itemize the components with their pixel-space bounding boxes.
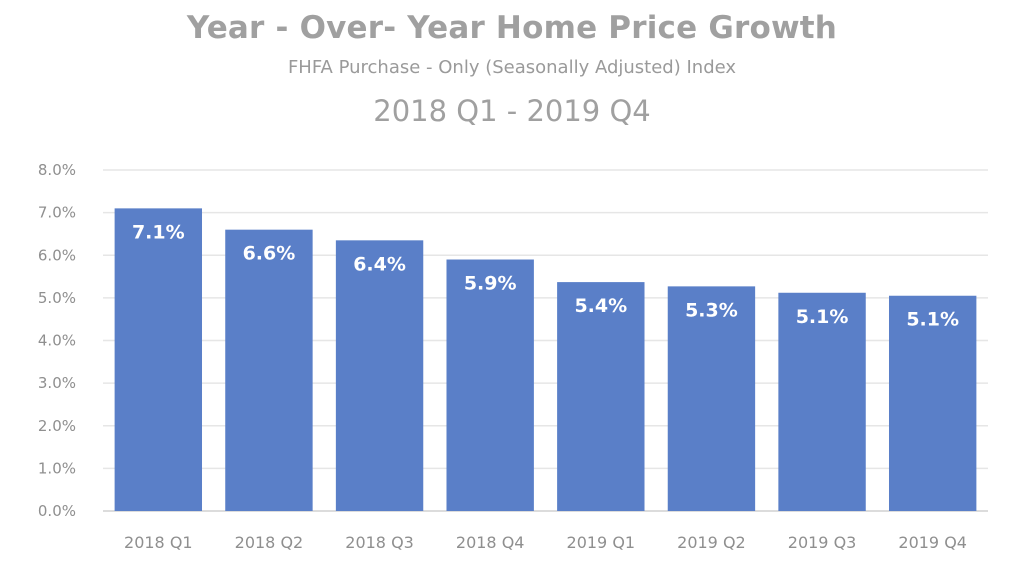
bar-value-label: 5.4% [574, 295, 627, 317]
x-category-label: 2018 Q1 [124, 533, 193, 552]
x-axis-categories: 2018 Q1 2018 Q2 2018 Q3 2018 Q4 2019 Q1 2019 … [124, 533, 967, 552]
bar [225, 229, 313, 512]
bar [667, 286, 756, 511]
y-tick-label: 7.0% [38, 204, 76, 222]
bar-value-label: 5.3% [685, 299, 738, 321]
bar [114, 208, 203, 512]
bar [446, 259, 534, 511]
y-tick-label: 6.0% [38, 246, 76, 264]
bar [557, 282, 645, 511]
chart-subtitle: FHFA Purchase - Only (Seasonally Adjuste… [287, 57, 737, 78]
bar-value-label: 5.1% [796, 306, 849, 328]
x-category-label: 2019 Q3 [788, 533, 857, 552]
x-category-label: 2018 Q4 [456, 533, 525, 552]
chart-period: 2018 Q1 - 2019 Q4 [373, 94, 651, 128]
y-tick-label: 0.0% [38, 502, 76, 520]
x-category-label: 2019 Q1 [567, 533, 636, 552]
bar [888, 295, 977, 511]
y-axis-ticks: 0.0% 1.0% 2.0% 3.0% 4.0% 5.0% 6.0% 7.0% 8.0% [38, 161, 76, 520]
bar-value-label: 6.4% [353, 253, 406, 275]
bar-value-label: 6.6% [243, 243, 296, 265]
y-tick-label: 5.0% [38, 289, 76, 307]
chart-title: Year - Over- Year Home Price Growth [186, 10, 838, 46]
x-category-label: 2018 Q3 [345, 533, 414, 552]
y-tick-label: 1.0% [38, 459, 76, 477]
bar-value-label: 5.1% [906, 309, 959, 331]
data-labels: 7.1% 6.6% 6.4% 5.9% 5.4% 5.3% 5.1% 5.1% [132, 221, 959, 330]
bar [778, 292, 866, 511]
y-tick-label: 4.0% [38, 332, 76, 350]
y-tick-label: 2.0% [38, 417, 76, 435]
x-category-label: 2018 Q2 [235, 533, 304, 552]
bar [335, 240, 424, 512]
x-category-label: 2019 Q2 [677, 533, 746, 552]
y-tick-label: 8.0% [38, 161, 76, 179]
y-tick-label: 3.0% [38, 374, 76, 392]
bars [114, 208, 977, 512]
x-category-label: 2019 Q4 [898, 533, 967, 552]
bar-value-label: 5.9% [464, 273, 517, 295]
bar-value-label: 7.1% [132, 221, 185, 243]
